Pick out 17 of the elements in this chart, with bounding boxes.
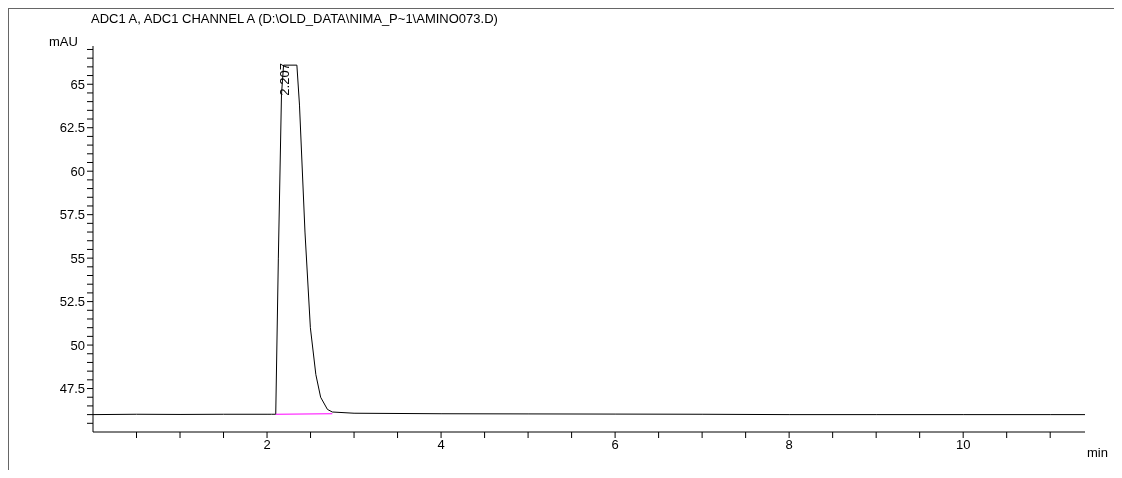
y-tick-label: 55 [70, 250, 85, 266]
y-tick-label: 62.5 [59, 120, 85, 136]
y-tick-label: 60 [70, 163, 85, 179]
x-axis-title: min [1087, 445, 1108, 460]
y-tick-label: 57.5 [59, 207, 85, 223]
x-tick-label: 10 [955, 437, 971, 453]
y-tick-label: 52.5 [59, 294, 85, 310]
x-tick-label: 8 [785, 437, 793, 453]
chart-title: ADC1 A, ADC1 CHANNEL A (D:\OLD_DATA\NIMA_P~1\AMINO073.D) [91, 11, 498, 26]
x-tick-label: 4 [437, 437, 445, 453]
y-tick-label: 50 [70, 337, 85, 353]
y-tick-label: 65 [70, 76, 85, 92]
y-axis-title: mAU [49, 34, 78, 49]
annotation: 2.207 [277, 63, 293, 96]
x-tick-label: 6 [611, 437, 619, 453]
x-tick-label: 2 [263, 437, 271, 453]
y-tick-label: 47.5 [59, 381, 85, 397]
